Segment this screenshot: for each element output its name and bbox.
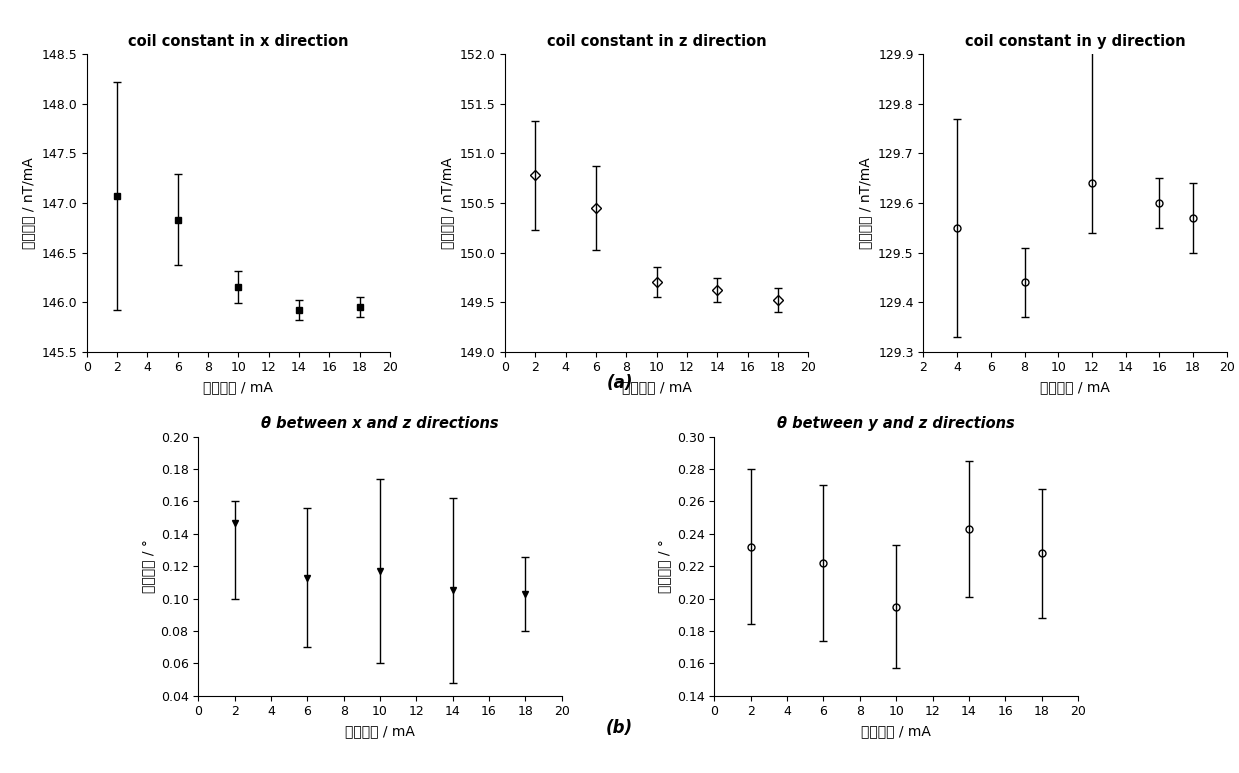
X-axis label: 应用电流 / mA: 应用电流 / mA [344, 724, 415, 738]
Y-axis label: 非正交角 / °: 非正交角 / ° [657, 540, 672, 593]
Y-axis label: 线圈常数 / nT/mA: 线圈常数 / nT/mA [859, 157, 872, 249]
Text: (a): (a) [606, 373, 633, 392]
Title: θ between x and z directions: θ between x and z directions [261, 417, 499, 431]
X-axis label: 应用电流 / mA: 应用电流 / mA [861, 724, 932, 738]
Title: coil constant in z direction: coil constant in z direction [546, 34, 767, 49]
X-axis label: 应用电流 / mA: 应用电流 / mA [1040, 380, 1110, 394]
Y-axis label: 线圈常数 / nT/mA: 线圈常数 / nT/mA [440, 157, 453, 249]
X-axis label: 应用电流 / mA: 应用电流 / mA [203, 380, 274, 394]
Y-axis label: 线圈常数 / nT/mA: 线圈常数 / nT/mA [22, 157, 36, 249]
Title: θ between y and z directions: θ between y and z directions [777, 417, 1015, 431]
Text: (b): (b) [606, 719, 633, 737]
X-axis label: 应用电流 / mA: 应用电流 / mA [622, 380, 691, 394]
Y-axis label: 非正交角 / °: 非正交角 / ° [141, 540, 155, 593]
Title: coil constant in x direction: coil constant in x direction [128, 34, 348, 49]
Title: coil constant in y direction: coil constant in y direction [965, 34, 1186, 49]
